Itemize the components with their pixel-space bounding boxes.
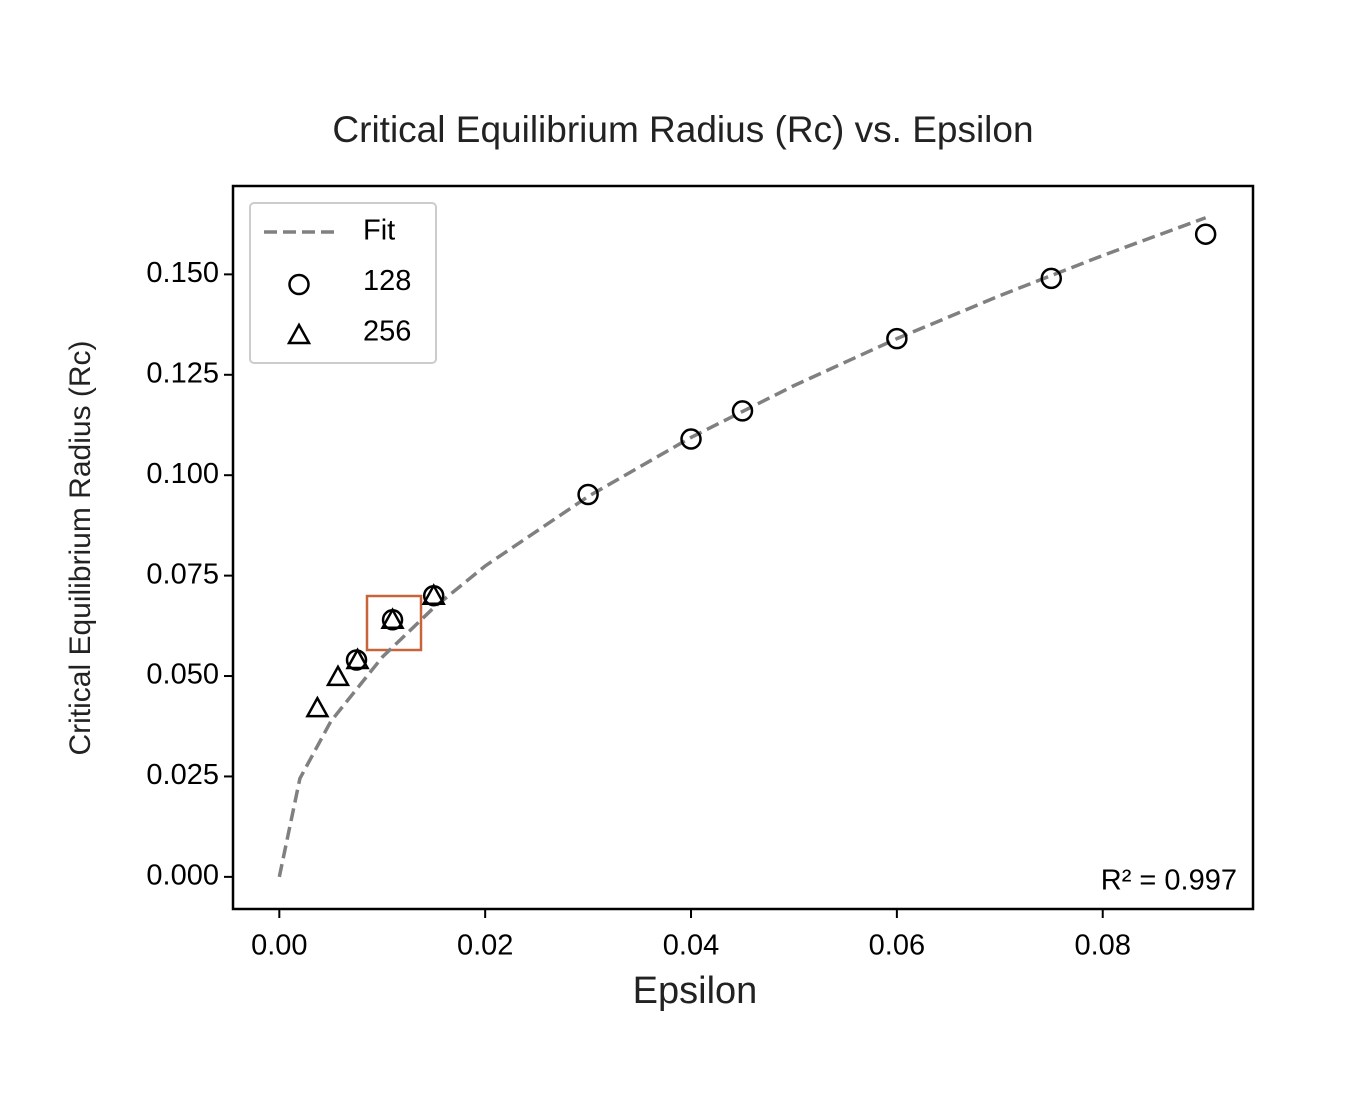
marker-circle (577, 483, 599, 506)
x-tick-label: 0.00 (251, 930, 307, 962)
y-tick-label: 0.000 (146, 860, 219, 892)
marker-circle (1194, 223, 1217, 245)
x-axis-label: Epsilon (633, 970, 758, 1012)
highlight-box (365, 594, 423, 652)
x-tick-label: 0.06 (869, 930, 925, 962)
marker-triangle (305, 695, 330, 718)
y-tick-label: 0.050 (146, 659, 219, 691)
y-tick-label: 0.100 (146, 458, 219, 490)
x-tick-label: 0.04 (663, 930, 719, 962)
y-tick-label: 0.025 (146, 759, 219, 791)
x-tick-label: 0.02 (457, 930, 513, 962)
marker-triangle (421, 583, 446, 605)
plot-frame (231, 184, 1255, 911)
legend-label: 128 (363, 265, 411, 297)
marker-circle (288, 273, 310, 296)
marker-triangle (286, 322, 312, 345)
y-tick-label: 0.075 (146, 558, 219, 590)
legend-box (249, 202, 437, 364)
x-tick-label: 0.08 (1075, 930, 1131, 962)
y-tick-label: 0.150 (146, 257, 219, 289)
y-axis-label: Critical Equilibrium Radius (Rc) (64, 340, 97, 755)
marker-circle (680, 428, 702, 450)
marker-circle (886, 327, 908, 350)
annotation: R² = 0.997 (1101, 865, 1237, 897)
legend-label: Fit (363, 215, 395, 247)
marker-triangle (380, 607, 405, 630)
marker-circle (731, 400, 754, 422)
marker-circle (1040, 267, 1063, 290)
marker-triangle (325, 664, 351, 687)
y-tick-label: 0.125 (146, 357, 219, 389)
marker-triangle (345, 647, 370, 670)
chart-title: Critical Equilibrium Radius (Rc) vs. Eps… (332, 109, 1033, 150)
legend-label: 256 (363, 316, 411, 348)
